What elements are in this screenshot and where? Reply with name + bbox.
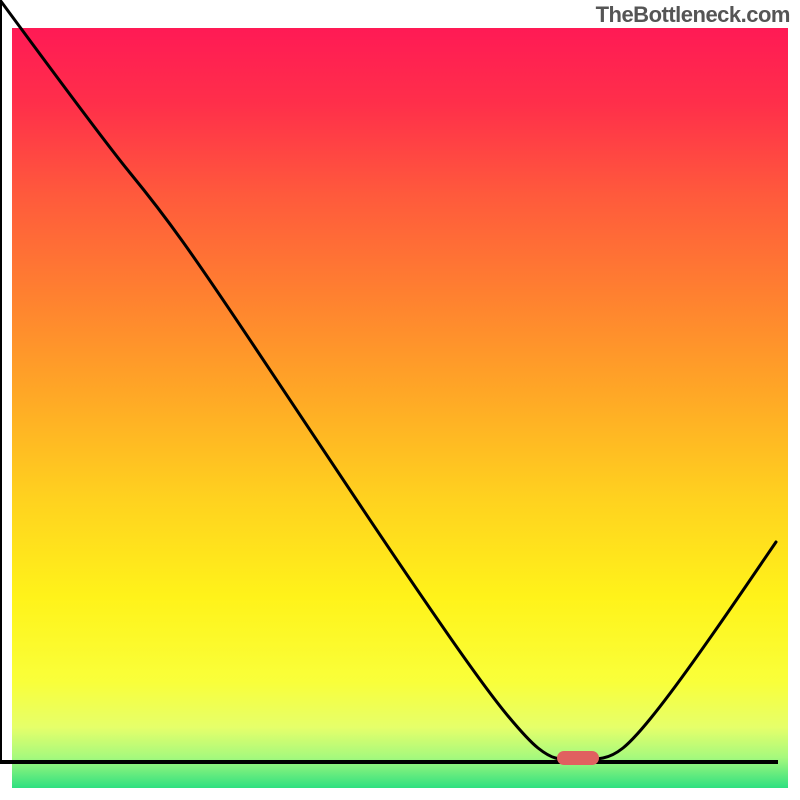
chart-overlay: [0, 0, 788, 772]
watermark-text: TheBottleneck.com: [596, 2, 790, 28]
minimum-marker: [557, 751, 599, 765]
bottleneck-curve: [0, 0, 776, 760]
